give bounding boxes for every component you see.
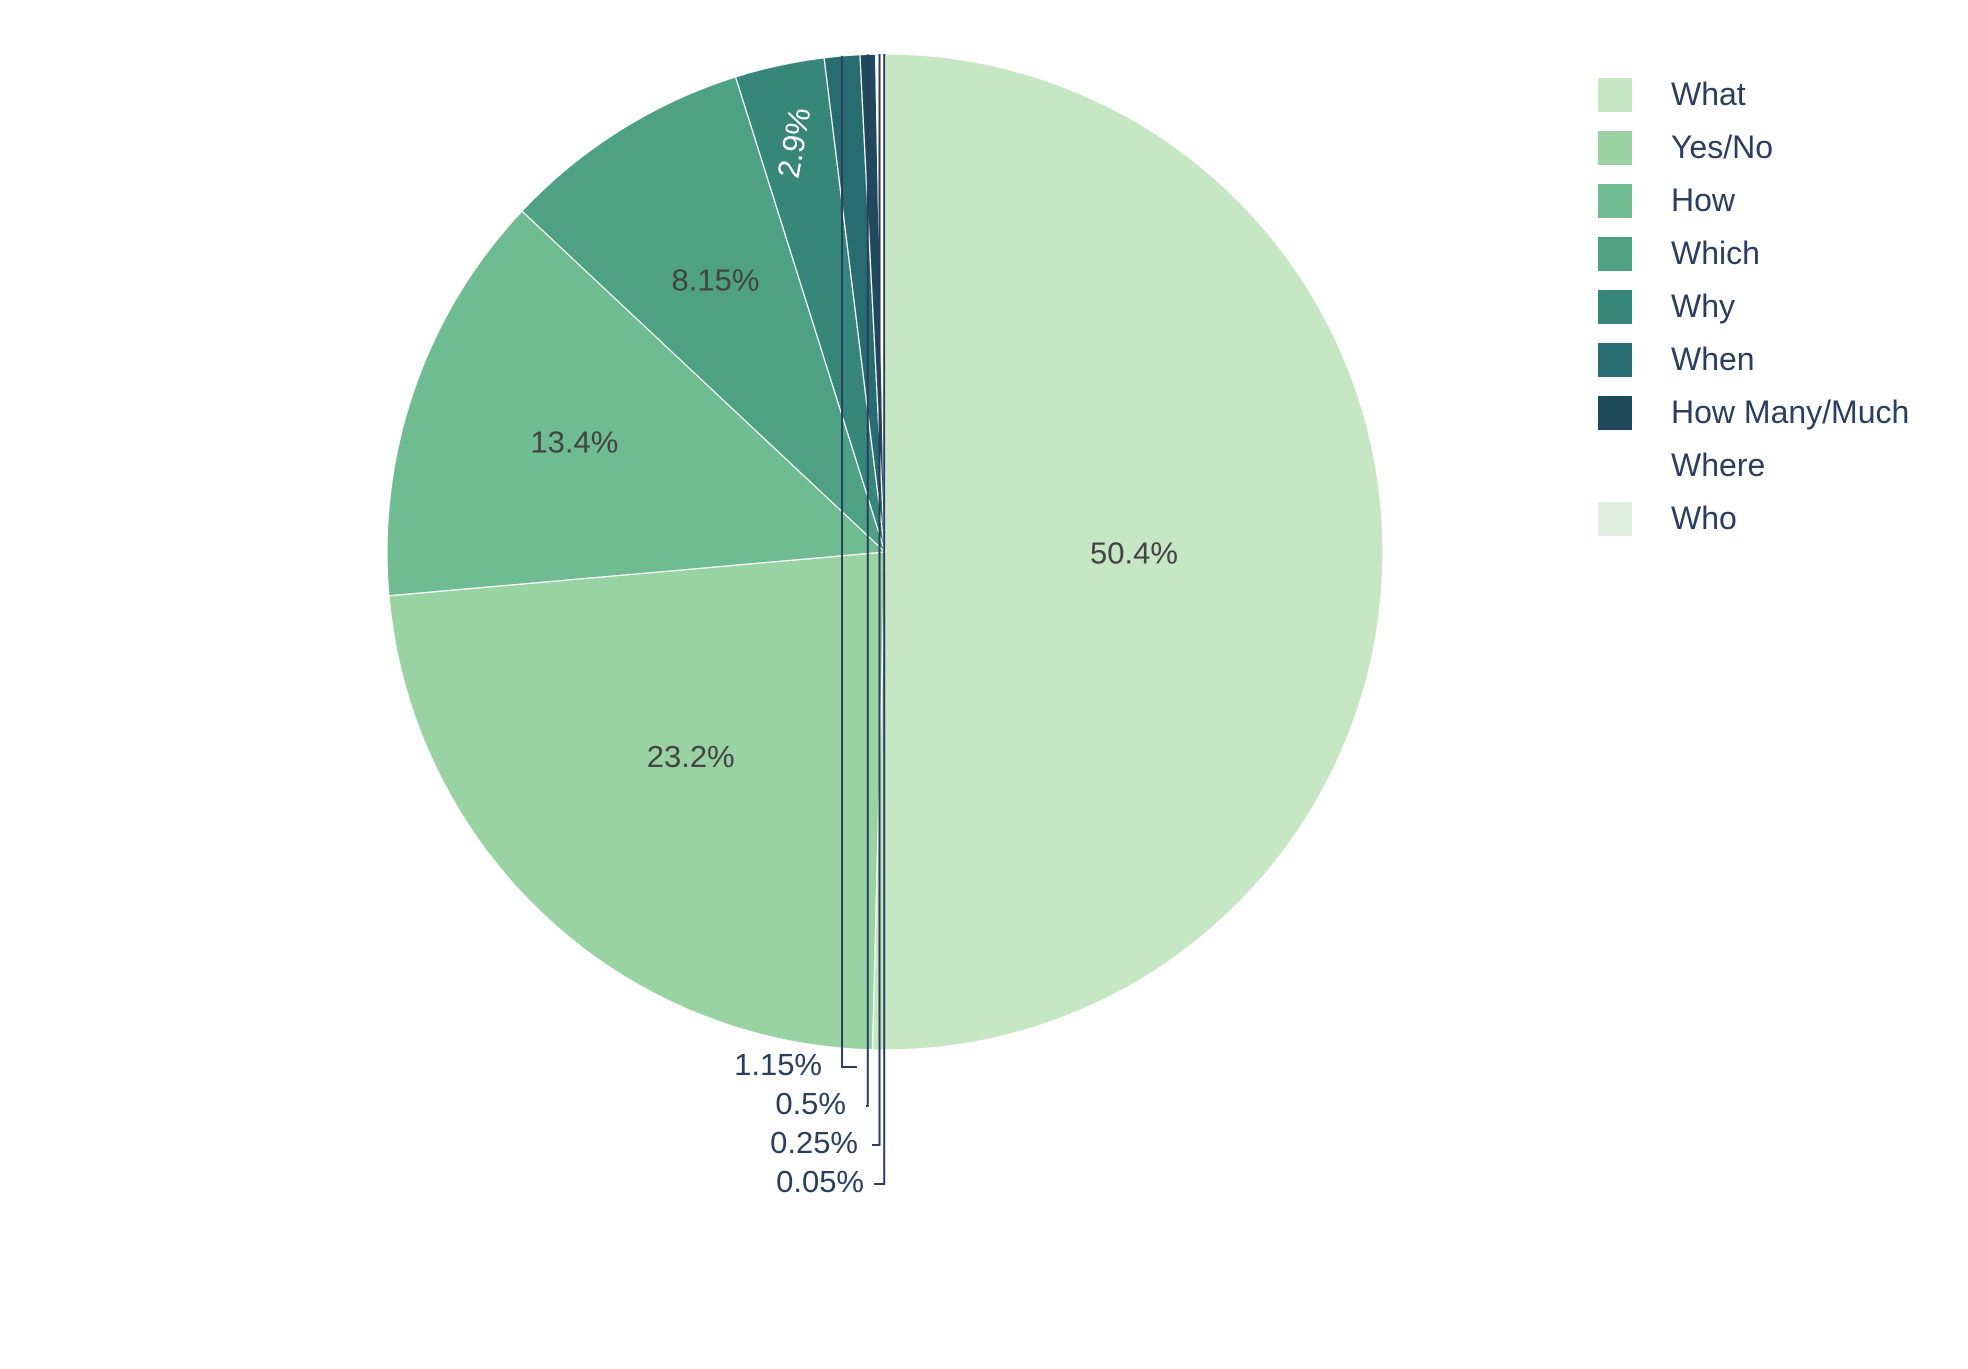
slice-label-which: 8.15% (672, 262, 760, 297)
legend-swatch (1598, 237, 1632, 271)
pie-slice-what[interactable] (871, 53, 1384, 1051)
legend-swatch (1598, 78, 1632, 112)
slice-label-who: 0.05% (776, 1164, 864, 1199)
legend-label: Yes/No (1671, 129, 1773, 165)
legend-item-why[interactable]: Why (1598, 285, 1958, 338)
leader-line-who (874, 54, 886, 1185)
pie-slices (386, 53, 1384, 1051)
slice-label-where: 0.25% (770, 1125, 858, 1160)
legend-item-what[interactable]: What (1598, 73, 1958, 126)
legend-swatch (1598, 449, 1632, 483)
legend-label: Why (1671, 288, 1735, 324)
legend-swatch (1598, 290, 1632, 324)
legend-swatch (1598, 131, 1632, 165)
legend-label: When (1671, 341, 1755, 377)
slice-label-how-many-much: 0.5% (775, 1086, 846, 1121)
pie-slice-how[interactable] (386, 210, 887, 597)
legend-swatch (1598, 502, 1632, 536)
leader-line-when (841, 55, 857, 1068)
legend: What Yes/No How Which Why When How Many/Much Wh… (1598, 73, 1958, 550)
slice-label-when: 1.15% (734, 1047, 822, 1082)
legend-item-when[interactable]: When (1598, 338, 1958, 391)
slice-label-yes-no: 23.2% (647, 739, 735, 774)
legend-label: Where (1671, 447, 1766, 483)
legend-swatch (1598, 343, 1632, 377)
legend-item-which[interactable]: Which (1598, 232, 1958, 285)
slice-label-what: 50.4% (1090, 535, 1178, 570)
slice-label-how: 13.4% (530, 425, 618, 460)
legend-label: Who (1671, 500, 1737, 536)
legend-label: How (1671, 182, 1736, 218)
leader-line-where (872, 54, 881, 1146)
legend-item-how[interactable]: How (1598, 179, 1958, 232)
legend-label: Which (1671, 235, 1760, 271)
legend-item-yes-no[interactable]: Yes/No (1598, 126, 1958, 179)
legend-item-where[interactable]: Where (1598, 444, 1958, 497)
legend-item-who[interactable]: Who (1598, 497, 1958, 550)
legend-item-how-many-much[interactable]: How Many/Much (1598, 391, 1958, 444)
legend-label: What (1671, 76, 1746, 112)
legend-label: How Many/Much (1671, 394, 1910, 430)
leader-line-how-many-much (866, 54, 869, 1107)
pie-slice-which[interactable] (521, 76, 887, 555)
legend-swatch (1598, 184, 1632, 218)
pie-slice-yes-no[interactable] (388, 551, 886, 1051)
legend-swatch (1598, 396, 1632, 430)
slice-labels: 50.4%23.2%13.4%8.15%2.9%1.15%0.5%0.25%0.… (530, 54, 1178, 1199)
